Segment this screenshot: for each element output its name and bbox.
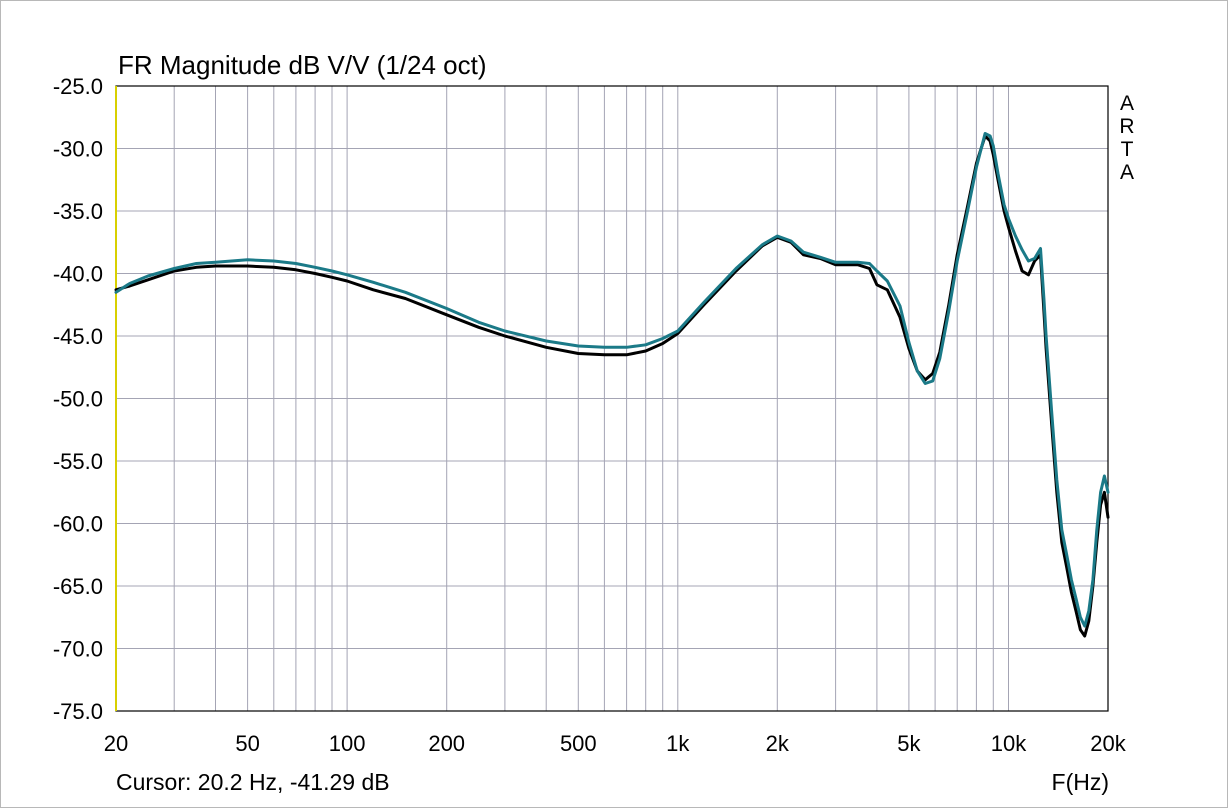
y-tick-label: -40.0 (53, 262, 103, 287)
x-tick-label: 20 (104, 731, 128, 756)
y-tick-label: -35.0 (53, 199, 103, 224)
chart-title: FR Magnitude dB V/V (1/24 oct) (118, 50, 487, 80)
y-tick-label: -60.0 (53, 512, 103, 537)
series-layer (114, 132, 1110, 638)
side-label-letter: A (1120, 161, 1134, 184)
y-tick-label: -25.0 (53, 74, 103, 99)
y-tick-label: -55.0 (53, 449, 103, 474)
x-tick-label: 20k (1090, 731, 1126, 756)
x-tick-label: 2k (766, 731, 790, 756)
y-tick-label: -70.0 (53, 637, 103, 662)
x-tick-labels: 20 50 100 200 500 1k 2k 5k 10k 20k (104, 731, 1127, 756)
x-tick-label: 1k (666, 731, 690, 756)
side-label-letter: R (1119, 115, 1134, 138)
y-tick-label: -65.0 (53, 574, 103, 599)
y-tick-labels: -25.0 -30.0 -35.0 -40.0 -45.0 -50.0 -55.0 -60.0… (53, 74, 103, 724)
x-tick-label: 100 (329, 731, 366, 756)
horizontal-grid (116, 148, 1108, 649)
x-tick-label: 10k (991, 731, 1027, 756)
x-tick-label: 50 (235, 731, 259, 756)
side-label-letter: T (1121, 138, 1134, 161)
x-tick-label: 500 (560, 731, 597, 756)
y-tick-label: -75.0 (53, 699, 103, 724)
cursor-readout: Cursor: 20.2 Hz, -41.29 dB (116, 769, 390, 795)
y-tick-label: -50.0 (53, 387, 103, 412)
series-line-2 (114, 132, 1110, 628)
y-tick-label: -45.0 (53, 324, 103, 349)
side-label-letter: A (1120, 92, 1134, 115)
y-tick-label: -30.0 (53, 137, 103, 162)
x-tick-label: 5k (897, 731, 921, 756)
x-tick-label: 200 (428, 731, 465, 756)
x-axis-label: F(Hz) (1052, 769, 1109, 795)
